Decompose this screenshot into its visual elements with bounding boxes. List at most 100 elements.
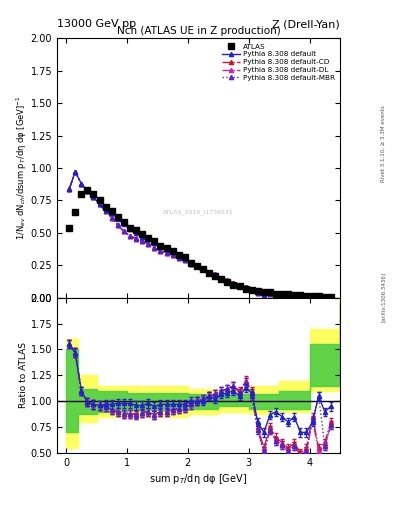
Pythia 8.308 default-DL: [225, 277, 230, 283]
Pythia 8.308 default: [152, 240, 157, 246]
ATLAS: [158, 243, 163, 249]
ATLAS: [243, 286, 248, 292]
Pythia 8.308 default: [182, 255, 187, 262]
ATLAS: [134, 227, 138, 233]
ATLAS: [85, 187, 90, 193]
Pythia 8.308 default-MBR: [261, 292, 266, 298]
Text: Rivet 3.1.10, ≥ 3.3M events: Rivet 3.1.10, ≥ 3.3M events: [381, 105, 386, 182]
Pythia 8.308 default: [243, 284, 248, 290]
Pythia 8.308 default-DL: [274, 292, 278, 298]
ATLAS: [225, 279, 230, 285]
Pythia 8.308 default-DL: [91, 194, 96, 200]
Pythia 8.308 default-DL: [140, 238, 145, 244]
Pythia 8.308 default-CD: [134, 235, 138, 241]
Pythia 8.308 default: [195, 263, 199, 269]
Pythia 8.308 default-DL: [121, 228, 126, 234]
ATLAS: [73, 209, 77, 215]
Pythia 8.308 default: [164, 247, 169, 253]
ATLAS: [298, 292, 303, 298]
ATLAS: [329, 294, 333, 300]
Line: ATLAS: ATLAS: [66, 187, 334, 300]
Pythia 8.308 default-CD: [249, 286, 254, 292]
Y-axis label: Ratio to ATLAS: Ratio to ATLAS: [19, 343, 28, 409]
Pythia 8.308 default-MBR: [255, 290, 260, 296]
Pythia 8.308 default-DL: [134, 236, 138, 242]
ATLAS: [97, 197, 102, 203]
ATLAS: [280, 291, 285, 297]
Pythia 8.308 default-CD: [146, 241, 151, 247]
Pythia 8.308 default-DL: [176, 255, 181, 261]
ATLAS: [255, 288, 260, 294]
Pythia 8.308 default-MBR: [316, 293, 321, 300]
Pythia 8.308 default-CD: [128, 233, 132, 239]
Pythia 8.308 default-MBR: [231, 280, 236, 286]
Pythia 8.308 default-DL: [152, 245, 157, 251]
Pythia 8.308 default: [298, 293, 303, 299]
Pythia 8.308 default-MBR: [243, 284, 248, 290]
ATLAS: [213, 272, 218, 279]
ATLAS: [268, 289, 272, 295]
Pythia 8.308 default: [79, 181, 84, 187]
Pythia 8.308 default-DL: [322, 294, 327, 300]
ATLAS: [189, 260, 193, 266]
Pythia 8.308 default-CD: [268, 291, 272, 297]
Pythia 8.308 default-CD: [225, 277, 230, 283]
Line: Pythia 8.308 default-MBR: Pythia 8.308 default-MBR: [67, 170, 333, 299]
Pythia 8.308 default-MBR: [116, 222, 120, 228]
ATLAS: [195, 263, 199, 269]
Pythia 8.308 default: [280, 291, 285, 297]
Pythia 8.308 default: [158, 244, 163, 250]
Pythia 8.308 default-CD: [152, 245, 157, 251]
Pythia 8.308 default-CD: [91, 194, 96, 200]
Pythia 8.308 default: [268, 290, 272, 296]
ATLAS: [237, 283, 242, 289]
Pythia 8.308 default: [329, 294, 333, 300]
Pythia 8.308 default: [286, 292, 290, 298]
Pythia 8.308 default-MBR: [213, 271, 218, 277]
ATLAS: [316, 293, 321, 300]
Pythia 8.308 default-CD: [310, 293, 315, 300]
Pythia 8.308 default-MBR: [298, 293, 303, 300]
Pythia 8.308 default: [170, 249, 175, 255]
Pythia 8.308 default-DL: [292, 293, 297, 299]
ATLAS: [116, 214, 120, 220]
ATLAS: [249, 287, 254, 293]
Pythia 8.308 default: [261, 291, 266, 297]
ATLAS: [274, 291, 278, 297]
Pythia 8.308 default-CD: [140, 238, 145, 244]
X-axis label: sum p$_T$/dη dφ [GeV]: sum p$_T$/dη dφ [GeV]: [149, 472, 248, 486]
Pythia 8.308 default-DL: [268, 291, 272, 297]
Pythia 8.308 default-DL: [219, 274, 224, 281]
Pythia 8.308 default: [67, 186, 72, 192]
Pythia 8.308 default-CD: [286, 293, 290, 299]
Pythia 8.308 default-MBR: [304, 293, 309, 300]
Pythia 8.308 default: [310, 293, 315, 300]
Pythia 8.308 default: [207, 269, 211, 275]
Pythia 8.308 default-MBR: [280, 292, 285, 298]
Pythia 8.308 default-CD: [164, 250, 169, 257]
Pythia 8.308 default-CD: [182, 257, 187, 263]
ATLAS: [292, 292, 297, 298]
Pythia 8.308 default: [292, 292, 297, 298]
Pythia 8.308 default-DL: [103, 208, 108, 215]
ATLAS: [286, 291, 290, 297]
Pythia 8.308 default-CD: [207, 269, 211, 275]
Pythia 8.308 default: [213, 272, 218, 278]
Pythia 8.308 default-MBR: [134, 236, 138, 242]
Pythia 8.308 default: [103, 206, 108, 212]
ATLAS: [310, 293, 315, 299]
Pythia 8.308 default-CD: [280, 292, 285, 298]
Pythia 8.308 default-MBR: [164, 250, 169, 257]
Pythia 8.308 default-MBR: [140, 238, 145, 244]
Line: Pythia 8.308 default-CD: Pythia 8.308 default-CD: [67, 170, 333, 299]
ATLAS: [140, 231, 145, 237]
Pythia 8.308 default-CD: [243, 284, 248, 290]
Pythia 8.308 default-CD: [213, 271, 218, 277]
Pythia 8.308 default-MBR: [79, 181, 84, 187]
Pythia 8.308 default-CD: [329, 294, 333, 300]
Pythia 8.308 default-MBR: [329, 294, 333, 300]
Pythia 8.308 default: [128, 226, 132, 232]
Y-axis label: 1/N$_{ev}$ dN$_{ch}$/dsum p$_T$/dη dφ [GeV]$^{-1}$: 1/N$_{ev}$ dN$_{ch}$/dsum p$_T$/dη dφ [G…: [15, 96, 29, 241]
Pythia 8.308 default-CD: [85, 188, 90, 194]
Pythia 8.308 default-MBR: [158, 248, 163, 254]
